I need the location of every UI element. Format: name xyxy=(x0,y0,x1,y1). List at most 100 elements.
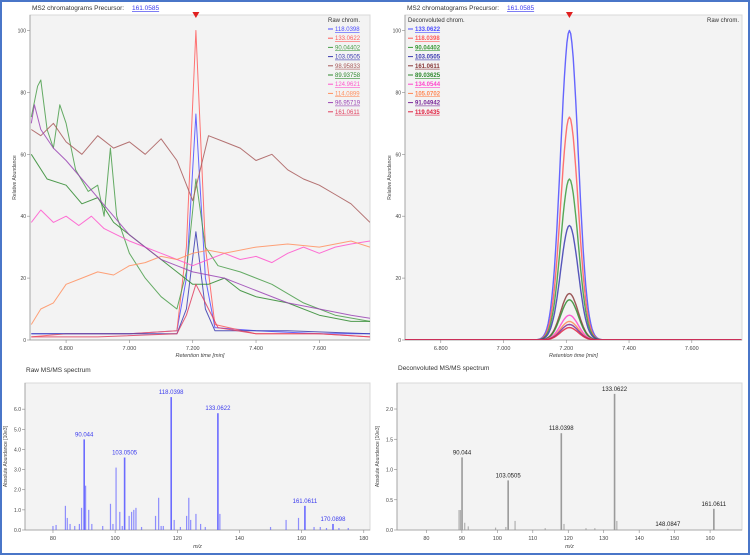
y-axis-label: Absolute Abundance [10e3] xyxy=(3,425,9,487)
spectrum-peak xyxy=(297,517,300,530)
spectrum-peak xyxy=(121,525,123,530)
raw-chrom-toggle[interactable]: Raw chrom. xyxy=(707,18,739,24)
spectrum-peak-labeled xyxy=(83,439,85,530)
legend-item[interactable]: 90.04402 xyxy=(328,45,361,51)
peak-label: 90.044 xyxy=(75,432,94,438)
spectrum-peak xyxy=(347,527,349,530)
legend-label: 118.0398 xyxy=(415,36,440,42)
spectrum-peak xyxy=(112,523,114,530)
legend-title: Deconvoluted chrom. xyxy=(408,18,465,24)
spectrum-peak xyxy=(200,523,202,530)
x-tick-label: 120 xyxy=(564,536,573,542)
series-line-133.0622 xyxy=(405,29,742,340)
legend-item[interactable]: 118.0398 xyxy=(328,27,360,33)
x-axis-label: Retention time [min] xyxy=(176,353,225,359)
retention-marker-icon[interactable] xyxy=(192,12,200,18)
y-tick-label: 100 xyxy=(18,28,27,34)
legend-item[interactable]: 118.0398 xyxy=(408,36,440,42)
raw_chrom-panel: MS2 chromatograms Precursor: 161.0585 6.80… xyxy=(12,5,371,359)
legend-label: 118.0398 xyxy=(335,27,360,33)
peak-label: 133.0622 xyxy=(602,387,628,393)
legend-item[interactable]: 90.04402 xyxy=(408,45,441,51)
spectrum-peak xyxy=(119,511,121,530)
spectrum-peak xyxy=(135,507,137,530)
y-tick-label: 1.0 xyxy=(386,468,393,474)
legend-label: 133.0622 xyxy=(415,27,441,33)
legend-item[interactable]: 161.0611 xyxy=(328,110,360,116)
peak-label: 148.0847 xyxy=(655,522,681,528)
spectrum-peak xyxy=(55,524,57,530)
spectrum-peak xyxy=(313,526,315,530)
legend-label: 89.93758 xyxy=(335,73,361,79)
peak-label: 90.044 xyxy=(453,450,472,456)
spectrum-peak xyxy=(74,525,76,530)
y-tick-label: 20 xyxy=(395,276,401,282)
x-axis-label: Retention time [min] xyxy=(549,353,598,359)
legend-item[interactable]: 103.0505 xyxy=(408,55,441,61)
spectrum-peak xyxy=(133,509,135,530)
x-tick-label: 7.600 xyxy=(685,346,699,352)
y-tick-label: 4.0 xyxy=(14,447,21,453)
precursor-link[interactable]: 161.0585 xyxy=(132,5,159,12)
spectrum-peak xyxy=(188,497,190,530)
x-tick-label: 6.800 xyxy=(59,346,73,352)
legend-item[interactable]: 124.9621 xyxy=(328,82,361,88)
chart-title: MS2 chromatograms Precursor: xyxy=(407,5,499,12)
legend-label: 103.0505 xyxy=(415,55,441,61)
legend-item[interactable]: 114.0899 xyxy=(328,91,360,97)
x-axis-label: m/z xyxy=(565,544,574,550)
series-line-90.04402 xyxy=(30,79,370,322)
spectrum-peak xyxy=(109,503,112,530)
series-line-118.0398 xyxy=(405,116,742,340)
raw_spec-panel: Raw MS/MS spectrum 80 100 120 140 160 180 m/z 0.… xyxy=(3,367,371,550)
x-tick-label: 160 xyxy=(705,536,714,542)
y-tick-label: 0 xyxy=(23,338,26,344)
legend-item[interactable]: 96.95719 xyxy=(328,101,361,107)
x-tick-label: 180 xyxy=(359,536,368,542)
legend-item[interactable]: 133.0622 xyxy=(408,27,441,33)
series-line-90.04402 xyxy=(405,178,742,340)
legend-item[interactable]: 105.0702 xyxy=(408,91,441,97)
peak-label: 161.0611 xyxy=(702,502,727,508)
x-tick-label: 6.800 xyxy=(434,346,448,352)
deconv_spec-panel: Deconvoluted MS/MS spectrum 80 90 100 110 120… xyxy=(375,365,743,550)
legend-item[interactable]: 89.03625 xyxy=(408,73,441,79)
y-tick-label: 2.0 xyxy=(386,407,393,413)
x-tick-label: 7.000 xyxy=(123,346,137,352)
legend-label: 103.0505 xyxy=(335,55,361,61)
series-group xyxy=(30,30,370,338)
legend-item[interactable]: 89.93758 xyxy=(328,73,361,79)
series-line-89.03625 xyxy=(405,299,742,340)
retention-marker-icon[interactable] xyxy=(565,12,573,18)
legend-item[interactable]: 134.0544 xyxy=(408,82,441,88)
legend-item[interactable]: 119.0435 xyxy=(408,110,440,116)
y-tick-label: 0 xyxy=(398,338,401,344)
precursor-link[interactable]: 161.0585 xyxy=(507,5,534,12)
spectrum-peak xyxy=(219,513,221,530)
legend-item[interactable]: 98.95833 xyxy=(328,64,361,70)
x-tick-label: 150 xyxy=(670,536,679,542)
y-tick-label: 0.0 xyxy=(386,528,393,534)
spectrum-peak-labeled xyxy=(713,508,715,530)
series-line-103.0505 xyxy=(31,231,370,335)
y-tick-label: 40 xyxy=(395,214,401,220)
series-line-134.0544 xyxy=(405,314,742,340)
spectrum-peak xyxy=(162,525,164,530)
spectrum-peak-labeled xyxy=(217,413,219,530)
x-axis-label: m/z xyxy=(193,544,202,550)
y-tick-label: 1.0 xyxy=(14,508,21,514)
y-tick-label: 5.0 xyxy=(14,427,21,433)
legend-item[interactable]: 91.04942 xyxy=(408,101,441,107)
legend-label: 161.0611 xyxy=(335,110,360,116)
legend-item[interactable]: 103.0505 xyxy=(328,55,361,61)
legend-label: 119.0435 xyxy=(415,110,440,116)
x-tick-label: 140 xyxy=(235,536,244,542)
legend-label: 98.95833 xyxy=(335,64,361,70)
x-tick-label: 140 xyxy=(635,536,644,542)
chart-title: Deconvoluted MS/MS spectrum xyxy=(398,365,489,372)
spectrum-peak xyxy=(494,527,497,530)
spectrum-peak xyxy=(85,485,87,530)
legend-item[interactable]: 133.0622 xyxy=(328,36,361,42)
legend-item[interactable]: 161.0611 xyxy=(408,64,440,70)
